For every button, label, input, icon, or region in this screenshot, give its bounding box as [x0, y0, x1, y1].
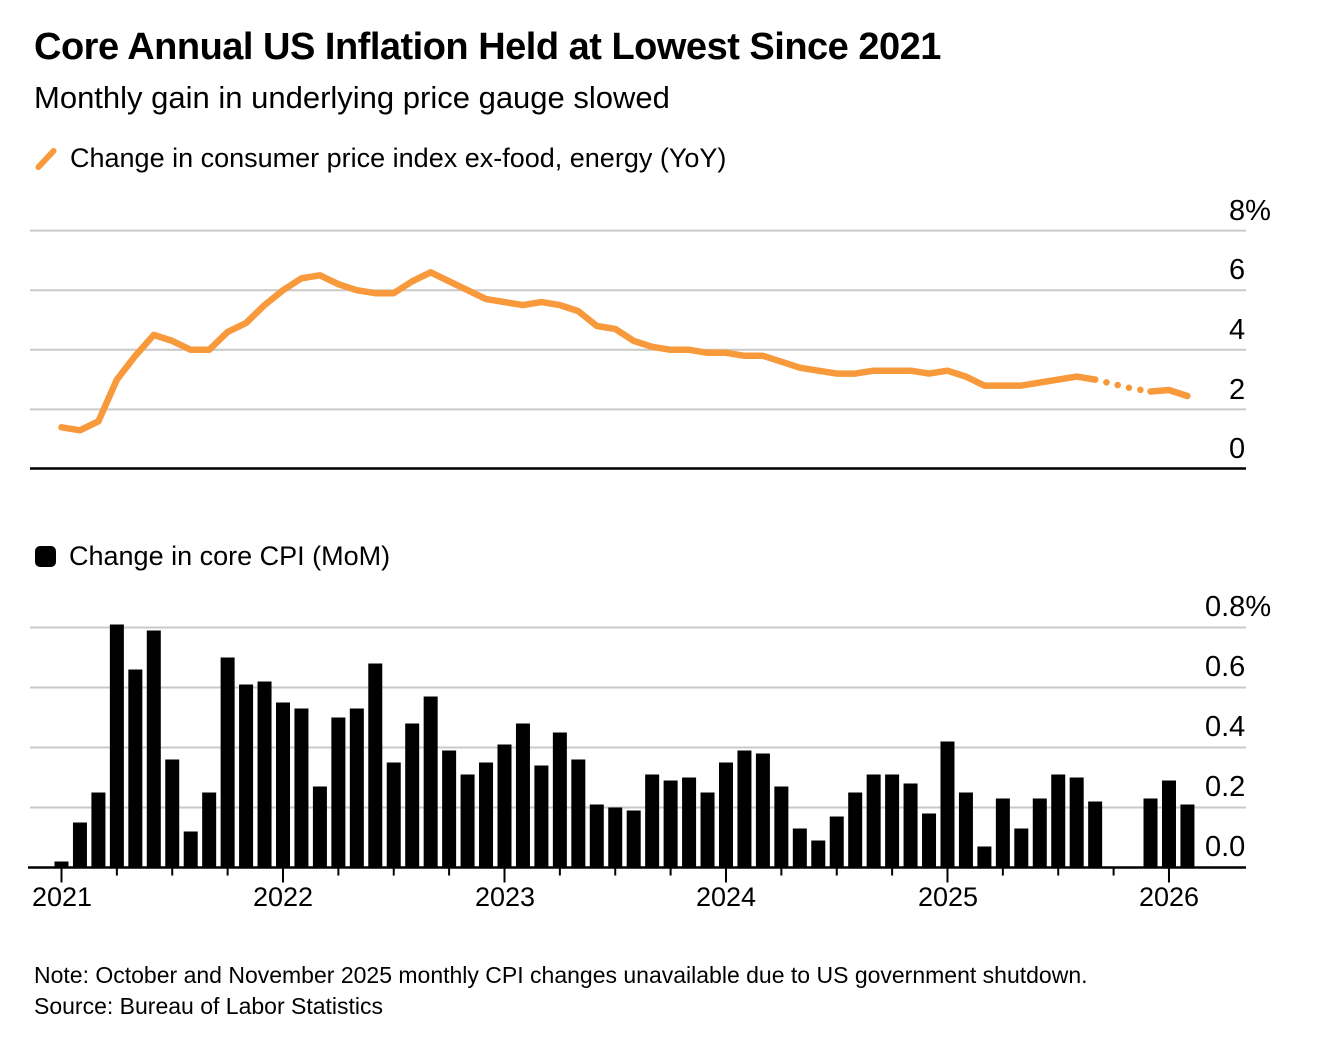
legend-yoy: Change in consumer price index ex-food, …: [35, 143, 726, 174]
yoy-axis-tick-label: 6: [1229, 254, 1246, 286]
cpi-mom-bar: [1032, 798, 1047, 868]
cpi-mom-bar: [774, 786, 789, 868]
cpi-mom-bar: [608, 807, 623, 868]
cpi-mom-bar: [940, 741, 955, 868]
cpi-mom-bar: [718, 762, 733, 868]
mom-axis-tick-label: 0.4: [1205, 711, 1246, 743]
mom-axis-tick-label: 0.0: [1205, 831, 1246, 863]
yoy-axis-tick-label: 8%: [1229, 195, 1271, 227]
cpi-mom-bar: [977, 846, 992, 868]
cpi-mom-bar: [571, 759, 586, 868]
yoy-axis-tick-label: 2: [1229, 374, 1246, 406]
cpi-mom-bar: [183, 831, 198, 868]
year-axis-label: 2026: [1138, 882, 1200, 912]
mom-axis-tick-label: 0.2: [1205, 771, 1246, 803]
chart-subtitle: Monthly gain in underlying price gauge s…: [34, 80, 670, 115]
cpi-mom-bar: [220, 657, 235, 868]
cpi-mom-bar: [72, 822, 87, 868]
cpi-mom-bar: [1088, 801, 1103, 868]
cpi-mom-bar: [442, 750, 457, 868]
cpi-mom-bar: [552, 732, 567, 868]
yoy-axis-tick-label: 4: [1229, 314, 1246, 346]
cpi-mom-bar: [202, 792, 217, 868]
cpi-mom-bar: [386, 762, 401, 868]
cpi-mom-bar: [829, 816, 844, 868]
cpi-mom-bar: [848, 792, 863, 868]
cpi-mom-bar: [368, 663, 383, 868]
cpi-mom-bar: [645, 774, 660, 868]
chart-source: Source: Bureau of Labor Statistics: [34, 993, 384, 1019]
cpi-mom-bar: [1143, 798, 1158, 868]
cpi-mom-bar: [534, 765, 549, 868]
legend-mom: Change in core CPI (MoM): [35, 541, 390, 572]
cpi-yoy-line-dotted: [1091, 376, 1154, 395]
cpi-mom-bar: [958, 792, 973, 868]
cpi-mom-bar: [995, 798, 1010, 868]
cpi-mom-bar: [165, 759, 180, 868]
cpi-mom-bar: [737, 750, 752, 868]
cpi-yoy-line: [1147, 386, 1191, 400]
cpi-mom-bar: [312, 786, 327, 868]
cpi-mom-bar: [331, 717, 346, 868]
cpi-mom-bar: [423, 696, 438, 868]
cpi-mom-bar: [239, 684, 254, 868]
cpi-mom-bar: [700, 792, 715, 868]
cpi-mom-bar: [54, 861, 69, 868]
cpi-mom-bar: [885, 774, 900, 868]
year-axis-label: 2023: [474, 882, 536, 912]
cpi-mom-bar: [755, 753, 770, 868]
cpi-mom-bar: [497, 744, 512, 868]
cpi-mom-bar: [91, 792, 106, 868]
cpi-mom-bar: [109, 624, 124, 868]
cpi-mom-bar: [1180, 804, 1195, 868]
cpi-mom-bar: [1069, 777, 1084, 868]
legend-yoy-label: Change in consumer price index ex-food, …: [70, 143, 727, 173]
cpi-mom-bar: [903, 783, 918, 868]
cpi-mom-bar: [626, 810, 641, 868]
cpi-mom-bar: [257, 681, 272, 868]
year-axis-label: 2025: [917, 882, 979, 912]
cpi-mom-bar: [275, 702, 290, 868]
year-axis-label: 2022: [252, 882, 314, 912]
cpi-mom-bar: [1051, 774, 1066, 868]
page-title: Core Annual US Inflation Held at Lowest …: [34, 26, 941, 68]
legend-mom-label: Change in core CPI (MoM): [69, 541, 391, 571]
cpi-mom-bar: [460, 774, 475, 868]
cpi-mom-bar: [589, 804, 604, 868]
black-square-icon: [35, 546, 56, 567]
year-axis-label: 2021: [31, 882, 93, 912]
chart-note: Note: October and November 2025 monthly …: [34, 962, 1088, 988]
cpi-mom-bar: [1014, 828, 1029, 868]
cpi-mom-bar: [405, 723, 420, 868]
cpi-mom-bar: [515, 723, 530, 868]
cpi-mom-bar: [294, 708, 309, 868]
mom-axis-tick-label: 0.6: [1205, 651, 1246, 683]
cpi-mom-bar: [682, 777, 697, 868]
cpi-mom-bar: [128, 669, 143, 868]
year-axis-label: 2024: [695, 882, 757, 912]
cpi-mom-bar: [1161, 780, 1176, 868]
cpi-mom-bar: [663, 780, 678, 868]
cpi-mom-bar: [866, 774, 881, 868]
cpi-mom-bar: [349, 708, 364, 868]
cpi-mom-bar: [479, 762, 494, 868]
cpi-mom-bar: [922, 813, 937, 868]
yoy-axis-tick-label: 0: [1229, 433, 1246, 465]
cpi-mom-bar: [146, 630, 161, 868]
mom-axis-tick-label: 0.8%: [1205, 591, 1272, 623]
cpi-mom-bar: [811, 840, 826, 868]
cpi-mom-bar: [792, 828, 807, 868]
cpi-yoy-line: [58, 269, 1099, 434]
orange-slash-icon: [35, 147, 57, 170]
